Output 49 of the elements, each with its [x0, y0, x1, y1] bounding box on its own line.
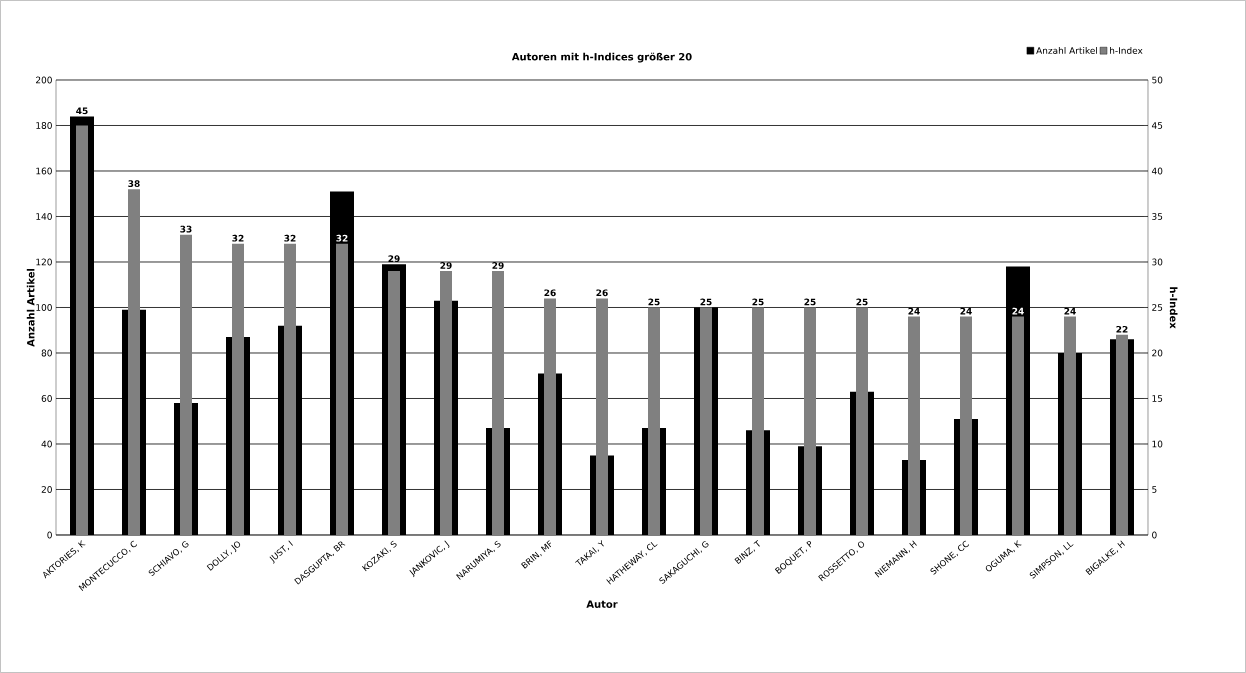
data-label: 25	[700, 298, 712, 306]
data-label: 29	[492, 262, 504, 269]
y2-tick-label: 20	[1152, 349, 1163, 357]
data-label: 32	[284, 234, 296, 242]
y2-tick-label: 5	[1152, 486, 1157, 493]
y-tick-label: 120	[36, 258, 52, 266]
legend-label: h-Index	[1110, 47, 1143, 54]
y-tick-label: 200	[36, 76, 52, 84]
y2-tick-label: 45	[1151, 122, 1163, 129]
data-label: 26	[596, 289, 608, 297]
data-label: 38	[128, 180, 140, 187]
y2-tick-label: 15	[1152, 395, 1163, 402]
y-tick-label: 160	[36, 167, 52, 175]
y-tick-label: 20	[41, 486, 52, 493]
y-tick-label: 180	[36, 122, 52, 129]
data-label: 32	[232, 234, 244, 242]
data-label: 24	[908, 307, 920, 315]
y2-axis-title: h-Index	[1169, 287, 1178, 329]
data-label: 24	[1064, 307, 1076, 315]
data-label: 25	[804, 298, 816, 306]
y2-tick-label: 0	[1152, 531, 1157, 539]
y-tick-label: 40	[41, 440, 52, 448]
y2-tick-label: 50	[1152, 76, 1163, 84]
y2-tick-label: 35	[1152, 213, 1163, 220]
legend-label: Anzahl Artikel	[1036, 47, 1098, 54]
data-label: 24	[1012, 307, 1024, 315]
data-label: 45	[76, 107, 88, 115]
y-tick-label: 140	[36, 213, 52, 220]
chart-title: Autoren mit h-Indices größer 20	[511, 52, 692, 63]
data-label: 25	[752, 298, 764, 306]
data-label: 24	[960, 307, 972, 315]
data-label: 29	[388, 255, 400, 263]
data-label: 25	[648, 298, 660, 306]
data-label: 22	[1116, 325, 1128, 333]
y-axis-title: Anzahl Artikel	[26, 269, 35, 347]
y2-tick-label: 25	[1152, 304, 1163, 311]
y2-tick-label: 30	[1152, 258, 1163, 266]
data-label: 29	[440, 262, 452, 269]
y2-tick-label: 40	[1151, 167, 1163, 175]
y-tick-label: 60	[41, 395, 52, 402]
y-tick-label: 0	[47, 531, 52, 539]
data-label: 33	[180, 225, 192, 233]
data-label: 32	[336, 234, 348, 242]
y-tick-label: 100	[36, 304, 52, 311]
data-label: 26	[544, 289, 556, 297]
x-axis-title: Autor	[586, 600, 618, 608]
data-label: 25	[856, 298, 868, 306]
y-tick-label: 80	[41, 349, 52, 357]
y2-tick-label: 10	[1152, 440, 1163, 448]
